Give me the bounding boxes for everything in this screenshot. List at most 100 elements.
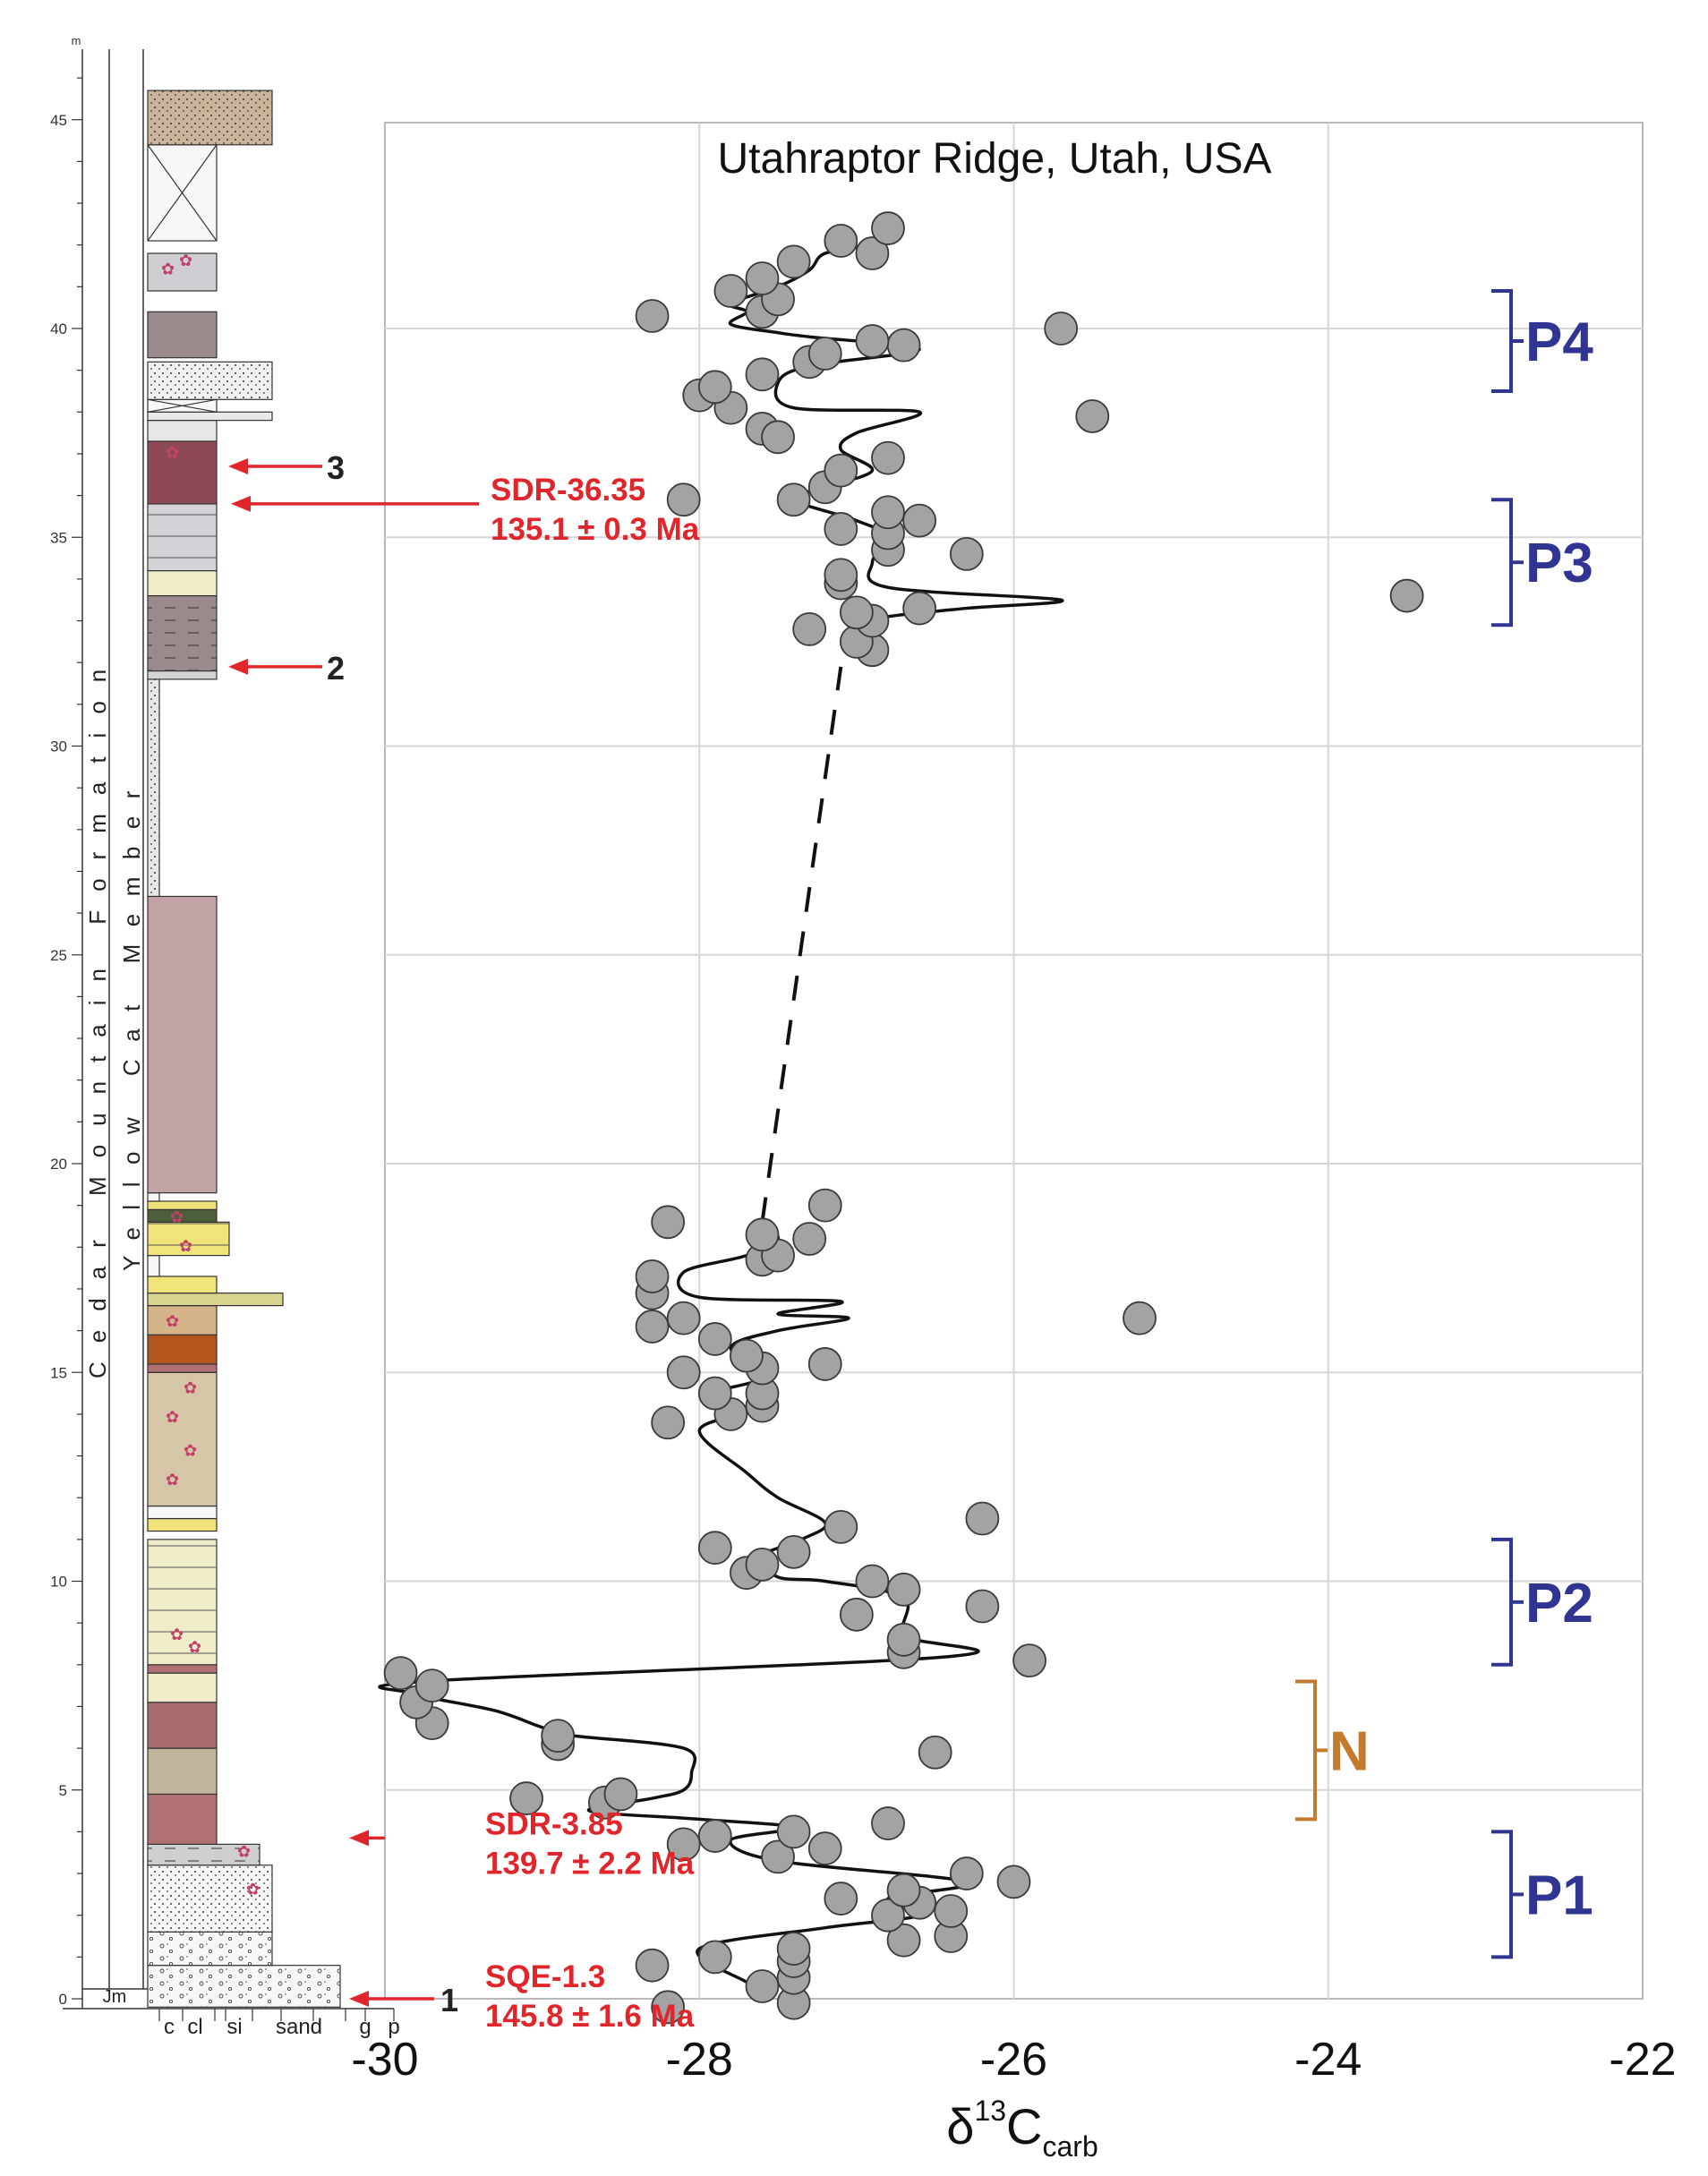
data-point — [965, 1501, 1000, 1536]
data-point — [666, 1355, 701, 1390]
data-point — [1044, 311, 1079, 346]
data-point — [792, 611, 827, 646]
root-trace-icon: ✿ — [166, 1471, 179, 1489]
data-point — [509, 1781, 543, 1815]
column-layer — [147, 1305, 218, 1335]
data-point — [761, 420, 795, 455]
grain-label-g: g — [359, 2015, 371, 2039]
numbered-arrow-head — [349, 1991, 369, 2007]
root-trace-icon: ✿ — [170, 1626, 184, 1643]
data-point — [792, 1222, 827, 1256]
base-unit-label: Jm — [103, 1987, 127, 2007]
formation-label: Cedar Mountain Formation — [84, 651, 111, 1378]
chart-title: Utahraptor Ridge, Utah, USA — [718, 135, 1272, 183]
column-layer — [147, 1664, 218, 1674]
x-tick-label: -28 — [666, 2034, 733, 2086]
root-trace-icon: ✿ — [179, 1237, 192, 1255]
grain-label-p: p — [388, 2015, 399, 2039]
column-layer — [147, 252, 218, 292]
data-point — [886, 1923, 921, 1958]
column-layer — [147, 1672, 218, 1703]
data-point — [1075, 399, 1110, 433]
data-point — [902, 503, 937, 538]
covered-interval-mark — [147, 398, 218, 413]
root-trace-icon: ✿ — [166, 1312, 179, 1330]
numbered-arrow-head — [228, 457, 248, 474]
data-point — [824, 453, 858, 488]
column-layer-pattern — [148, 595, 217, 671]
root-trace-icon: ✿ — [161, 260, 175, 277]
data-point — [824, 512, 858, 546]
column-tick-label: 45 — [50, 112, 67, 129]
column-layer-pattern — [148, 1844, 260, 1865]
data-point — [871, 495, 905, 530]
x-label-sub: carb — [1042, 2130, 1097, 2163]
column-tick-label: 25 — [50, 947, 67, 964]
column-unit-label: m — [72, 34, 81, 47]
column-tick-label: 5 — [59, 1782, 67, 1799]
column-tick-label: 10 — [50, 1574, 67, 1591]
sample-name: SDR-36.35 — [491, 473, 645, 508]
grid — [385, 123, 1643, 1999]
column-layer-pattern — [148, 503, 217, 571]
column-layer — [147, 311, 218, 359]
column-layer — [147, 569, 218, 597]
data-point — [730, 1338, 764, 1373]
grain-label-si: si — [226, 2015, 242, 2039]
column-layer — [147, 1371, 218, 1507]
data-point — [949, 537, 984, 571]
data-point — [697, 1322, 732, 1356]
data-point — [666, 482, 701, 517]
data-point — [776, 482, 811, 517]
column-layer-pattern — [148, 1965, 340, 2008]
column-layer-pattern — [148, 1865, 272, 1933]
data-point — [697, 1819, 732, 1853]
column-tick-label: 35 — [50, 529, 67, 546]
data-point — [902, 591, 937, 626]
data-point — [745, 1547, 780, 1582]
data-point — [871, 211, 905, 245]
x-axis: -30 -28 -26 -24 -22 — [351, 2034, 1676, 2086]
column-layer — [147, 420, 218, 442]
data-point — [839, 595, 874, 630]
column-layer — [147, 1505, 218, 1520]
data-point — [918, 1735, 952, 1770]
column-labels: m Jm Cedar Mountain Formation Yellow Cat… — [72, 34, 400, 2039]
root-trace-icon: ✿ — [166, 1408, 179, 1426]
data-point — [651, 1205, 686, 1240]
interval-label: N — [1329, 1720, 1370, 1782]
interval-label: P3 — [1525, 533, 1593, 594]
data-point — [745, 1217, 780, 1252]
grain-label-sand: sand — [276, 2015, 322, 2039]
data-point — [697, 1376, 732, 1411]
root-trace-icon: ✿ — [170, 1207, 184, 1225]
x-label-c: C — [1006, 2098, 1042, 2155]
data-point — [824, 224, 858, 258]
data-point — [651, 1405, 686, 1440]
data-point — [776, 1534, 811, 1569]
data-point — [934, 1894, 969, 1928]
stratigraphic-column: ✿✿✿✿✿✿✿✿✿✿✿✿✿ ✿ — [147, 90, 341, 2008]
data-point — [776, 1814, 811, 1849]
data-point — [745, 357, 780, 392]
column-layer — [147, 1793, 218, 1845]
data-point — [541, 1719, 576, 1754]
x-label-delta: δ — [946, 2098, 974, 2155]
root-trace-icon: ✿ — [184, 1442, 197, 1460]
data-point — [886, 1572, 921, 1607]
data-point — [666, 1827, 701, 1862]
data-point — [761, 1839, 795, 1874]
root-trace-icon: ✿ — [237, 1842, 251, 1860]
x-tick-label: -30 — [351, 2034, 418, 2086]
root-trace-icon: ✿ — [184, 1379, 197, 1397]
grain-label-cl: cl — [187, 2015, 202, 2039]
column-layer — [147, 1517, 218, 1532]
column-layer — [147, 1276, 218, 1294]
plot-area: Utahraptor Ridge, Utah, USA — [378, 122, 1644, 2025]
data-point — [886, 1873, 921, 1907]
data-point — [745, 261, 780, 295]
sample-age: 135.1 ± 0.3 Ma — [491, 512, 700, 547]
sample-age: 139.7 ± 2.2 Ma — [485, 1846, 695, 1881]
column-layer-pattern — [148, 1932, 272, 1966]
